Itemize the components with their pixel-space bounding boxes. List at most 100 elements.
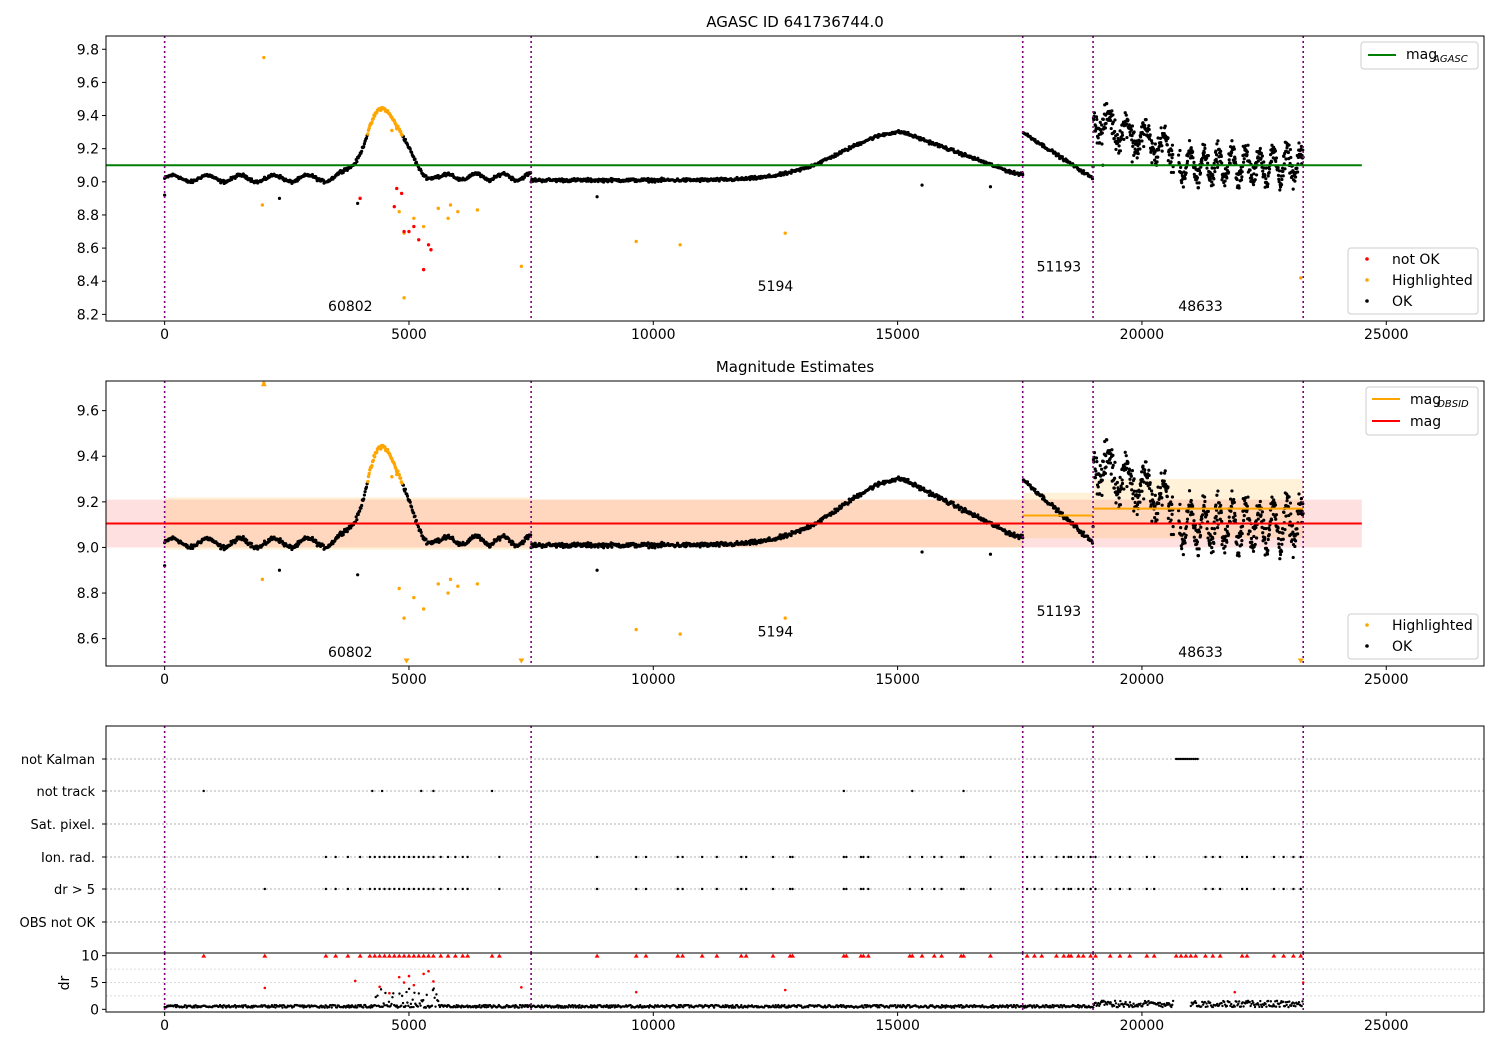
ok-point — [1232, 497, 1236, 502]
dr-point — [740, 1003, 743, 1007]
legend-label: mag — [1410, 414, 1441, 430]
ok-point — [1240, 539, 1244, 543]
ok-point — [1081, 530, 1086, 534]
ok-point — [1103, 471, 1107, 475]
ok-point — [498, 538, 502, 542]
flag-point — [933, 887, 936, 891]
highlighted-point — [379, 447, 383, 451]
dr-point — [478, 1003, 481, 1007]
dr-point — [783, 1003, 786, 1007]
ok-point — [1183, 541, 1187, 545]
dr-point — [379, 988, 383, 991]
ok-point — [1192, 160, 1196, 164]
highlighted-point — [390, 128, 394, 133]
dr-point — [435, 993, 438, 996]
ok-point — [1277, 169, 1282, 173]
flag-point — [962, 789, 965, 793]
highlighted-point — [634, 627, 638, 632]
flag-point — [1145, 855, 1149, 859]
ok-point — [1270, 160, 1274, 164]
ok-point — [1139, 483, 1143, 488]
ok-point — [920, 550, 924, 554]
ok-point — [363, 490, 367, 494]
obsid-label: 60802 — [328, 645, 373, 661]
highlighted-point — [400, 481, 404, 485]
ok-point — [1184, 533, 1188, 537]
flag-point — [1094, 855, 1097, 859]
flag-point — [842, 855, 846, 859]
ok-point — [1198, 533, 1203, 538]
dr-point — [412, 1005, 415, 1009]
highlighted-point — [398, 129, 403, 134]
ok-point — [1226, 170, 1231, 174]
ok-point — [1211, 183, 1215, 187]
ok-point — [1103, 126, 1107, 130]
ok-point — [1094, 469, 1098, 473]
flag-point — [422, 887, 425, 891]
ok-point — [360, 149, 364, 153]
flag-point — [378, 855, 381, 859]
ok-point — [1263, 536, 1267, 540]
highlighted-point — [412, 216, 416, 220]
ok-point — [1129, 128, 1133, 132]
ok-point — [1289, 155, 1293, 160]
ok-point — [1281, 169, 1285, 174]
flag-point — [700, 887, 704, 891]
ok-point — [1232, 147, 1236, 151]
ok-point — [345, 530, 349, 534]
ok-point — [1266, 548, 1270, 553]
dr-point — [391, 996, 394, 999]
ok-point — [1258, 499, 1262, 504]
ok-point — [1098, 464, 1102, 468]
ok-point — [1246, 532, 1250, 536]
ok-point — [1267, 167, 1272, 171]
ok-point — [1274, 513, 1279, 517]
ok-point — [920, 183, 924, 187]
ok-point — [1152, 147, 1156, 151]
ok-point — [1132, 509, 1136, 513]
flag-point — [1025, 887, 1029, 891]
flag-point — [383, 855, 386, 859]
ok-point — [1242, 157, 1246, 161]
ok-point — [1060, 155, 1064, 159]
legend-label: not OK — [1392, 252, 1440, 268]
flag-point — [407, 887, 411, 891]
x-tick-label: 20000 — [1120, 672, 1165, 688]
ok-point — [1158, 486, 1163, 490]
dr-point — [376, 994, 379, 997]
flag-point — [1211, 855, 1214, 859]
ok-point — [1290, 174, 1294, 178]
ok-point — [1125, 484, 1129, 489]
flag-point — [1145, 887, 1149, 891]
ok-point — [1130, 469, 1135, 473]
ok-point — [1288, 501, 1293, 505]
ok-point — [1111, 463, 1115, 467]
ok-point — [1264, 177, 1268, 181]
flag-point — [962, 887, 965, 891]
ok-point — [1266, 182, 1270, 186]
ok-point — [1156, 511, 1160, 516]
ok-point — [1215, 142, 1219, 146]
ok-point — [1220, 542, 1224, 547]
ok-point — [1195, 540, 1200, 544]
ok-point — [234, 538, 239, 543]
ok-point — [1147, 468, 1151, 472]
ok-point — [403, 487, 408, 491]
flag-point — [1245, 855, 1249, 859]
flag-point — [446, 887, 450, 891]
ok-point — [1242, 514, 1246, 518]
ok-point — [362, 497, 366, 501]
obsid-label: 51193 — [1037, 604, 1082, 620]
flag-point — [324, 855, 328, 859]
ok-point — [1192, 519, 1196, 523]
flag-point — [862, 887, 865, 891]
ok-point — [1230, 489, 1234, 493]
flag-point — [466, 855, 469, 859]
ok-point — [1105, 101, 1109, 106]
legend-box — [1347, 247, 1479, 315]
dr-point — [595, 1006, 599, 1009]
flag-point — [920, 855, 924, 859]
ok-point — [1283, 527, 1287, 532]
flag-point — [1089, 887, 1092, 891]
